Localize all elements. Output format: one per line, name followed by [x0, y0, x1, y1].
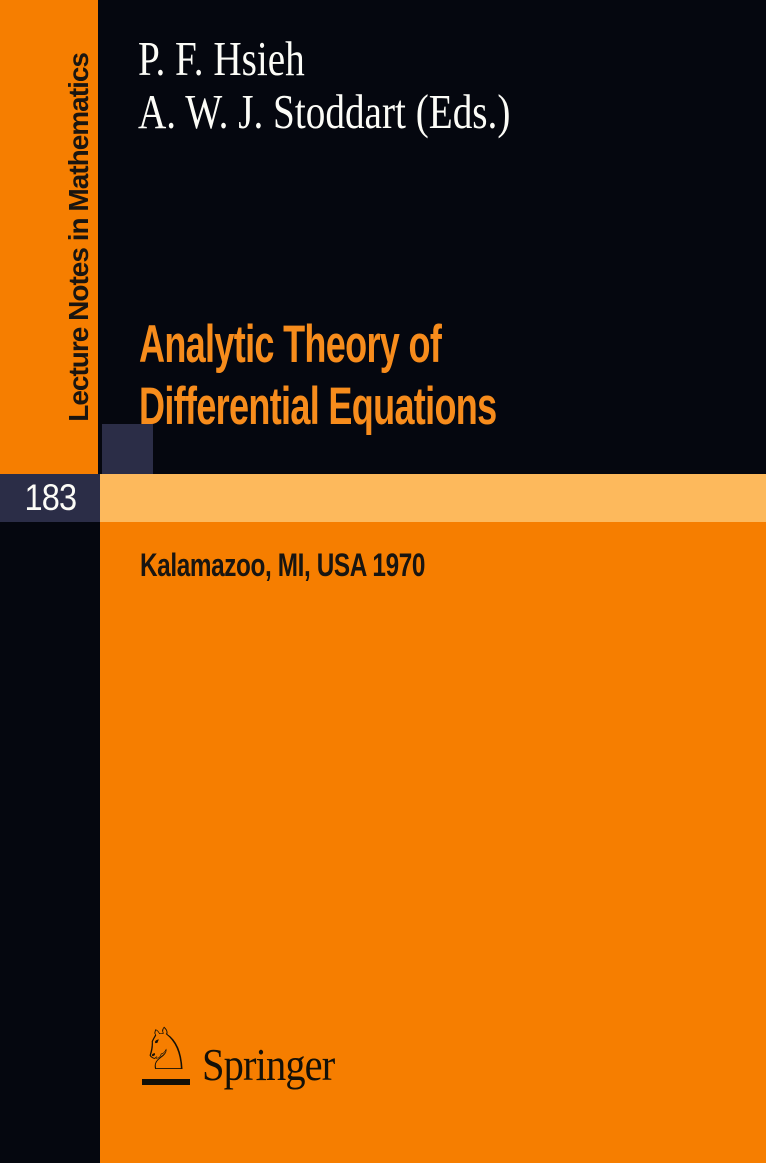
logo-underline: [142, 1079, 190, 1085]
editor-line-2: A. W. J. Stoddart (Eds.): [138, 84, 511, 139]
left-dark-column: [0, 474, 100, 1163]
series-title: Lecture Notes in Mathematics: [63, 52, 94, 422]
book-title: Analytic Theory of Differential Equation…: [139, 314, 497, 438]
volume-number: 183: [24, 477, 77, 518]
editors-block: P. F. Hsieh A. W. J. Stoddart (Eds.): [138, 32, 510, 138]
highlight-band: [100, 474, 766, 522]
publisher-name: Springer: [202, 1039, 335, 1090]
volume-number-block: 183: [0, 474, 100, 522]
title-plate: [98, 0, 766, 474]
series-spine-strip: Lecture Notes in Mathematics: [0, 0, 98, 474]
springer-horse-icon: ♘: [140, 1015, 192, 1085]
conference-location: Kalamazoo, MI, USA 1970: [140, 547, 425, 583]
book-title-line-2: Differential Equations: [139, 377, 497, 436]
book-title-line-1: Analytic Theory of: [139, 315, 442, 374]
editor-line-1: P. F. Hsieh: [138, 31, 305, 86]
publisher-logo: ♘ Springer: [140, 1015, 352, 1090]
accent-square: [102, 424, 153, 474]
